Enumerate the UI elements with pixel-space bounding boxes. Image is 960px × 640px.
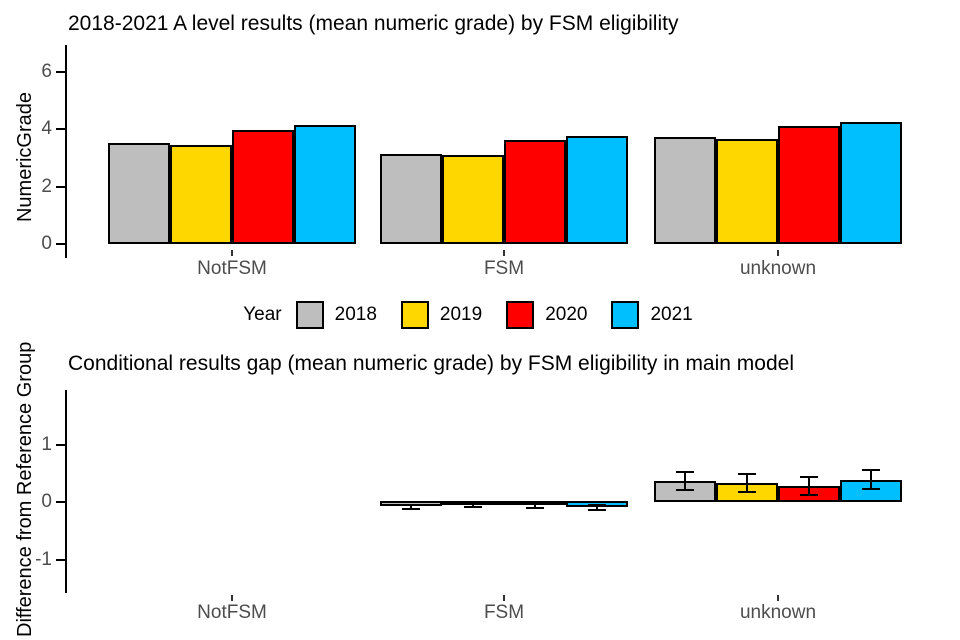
error-bar-cap-bottom — [862, 488, 880, 490]
legend-item-label: 2018 — [334, 304, 377, 325]
error-bar-line-unknown-2021 — [870, 470, 872, 489]
error-bar-cap-top — [800, 476, 818, 478]
y-tick — [56, 186, 65, 188]
top-chart-title: 2018-2021 A level results (mean numeric … — [68, 12, 679, 35]
legend-item-label: 2020 — [545, 304, 588, 325]
y-tick — [56, 559, 65, 561]
y-tick-label: 0 — [41, 491, 52, 512]
x-tick — [503, 595, 505, 601]
legend-swatch-2021 — [611, 301, 640, 329]
legend-title: Year — [243, 304, 282, 325]
x-category-label-unknown: unknown — [739, 258, 817, 279]
bar-NotFSM-2019 — [170, 145, 232, 244]
x-tick — [777, 595, 779, 601]
error-bar-line-FSM-2020 — [534, 503, 536, 508]
error-bar-cap-bottom — [588, 509, 606, 511]
x-tick — [777, 250, 779, 256]
y-tick-label: 6 — [41, 61, 52, 82]
bar-FSM-2019 — [442, 155, 504, 244]
bar-FSM-2020 — [504, 140, 566, 244]
y-tick — [56, 501, 65, 503]
y-tick — [56, 128, 65, 130]
y-tick — [56, 444, 65, 446]
y-tick-label: 2 — [41, 176, 52, 197]
bar-FSM-2018 — [380, 154, 442, 244]
error-bar-cap-bottom — [526, 507, 544, 509]
x-category-label-NotFSM: NotFSM — [197, 602, 267, 623]
y-tick-label: 0 — [41, 233, 52, 254]
y-tick — [56, 71, 65, 73]
error-bar-cap-top — [464, 502, 482, 504]
x-category-label-NotFSM: NotFSM — [197, 258, 267, 279]
y-tick-label: 1 — [41, 434, 52, 455]
bar-NotFSM-2018 — [108, 143, 170, 244]
legend-swatch-2020 — [506, 301, 535, 329]
error-bar-line-unknown-2018 — [684, 472, 686, 490]
y-tick-label: -1 — [35, 549, 52, 570]
x-tick — [231, 250, 233, 256]
bar-FSM-2021 — [566, 136, 628, 244]
error-bar-line-unknown-2019 — [746, 474, 748, 492]
bar-NotFSM-2021 — [294, 125, 356, 244]
legend-item-label: 2021 — [650, 304, 693, 325]
error-bar-cap-top — [526, 502, 544, 504]
error-bar-line-FSM-2021 — [596, 505, 598, 510]
bar-unknown-2020 — [778, 126, 840, 244]
year-legend: Year 2018 2019 2020 2021 — [0, 301, 960, 329]
x-category-label-FSM: FSM — [483, 258, 525, 279]
error-bar-line-unknown-2020 — [808, 477, 810, 495]
error-bar-line-FSM-2019 — [472, 503, 474, 507]
x-category-label-FSM: FSM — [483, 602, 525, 623]
error-bar-line-FSM-2018 — [410, 505, 412, 509]
error-bar-cap-top — [402, 504, 420, 506]
legend-item-label: 2019 — [439, 304, 483, 325]
x-tick — [231, 595, 233, 601]
bottom-chart-y-axis-line — [65, 390, 67, 593]
error-bar-cap-top — [676, 471, 694, 473]
error-bar-cap-bottom — [402, 508, 420, 510]
error-bar-cap-bottom — [464, 506, 482, 508]
bottom-chart-title: Conditional results gap (mean numeric gr… — [68, 352, 794, 375]
legend-swatch-2019 — [400, 301, 429, 329]
x-tick — [503, 250, 505, 256]
legend-swatch-2018 — [295, 301, 324, 329]
error-bar-cap-bottom — [676, 489, 694, 491]
bar-unknown-2018 — [654, 137, 716, 244]
top-chart-y-axis-label: NumericGrade — [14, 91, 36, 223]
error-bar-cap-top — [738, 473, 756, 475]
bar-unknown-2019 — [716, 139, 778, 244]
error-bar-cap-top — [588, 504, 606, 506]
bar-unknown-2021 — [840, 122, 902, 244]
top-chart-y-axis-line — [65, 45, 67, 258]
error-bar-cap-bottom — [738, 491, 756, 493]
y-tick-label: 4 — [41, 118, 52, 139]
error-bar-cap-top — [862, 469, 880, 471]
error-bar-cap-bottom — [800, 494, 818, 496]
bar-NotFSM-2020 — [232, 130, 294, 244]
y-tick — [56, 243, 65, 245]
x-category-label-unknown: unknown — [739, 602, 817, 623]
